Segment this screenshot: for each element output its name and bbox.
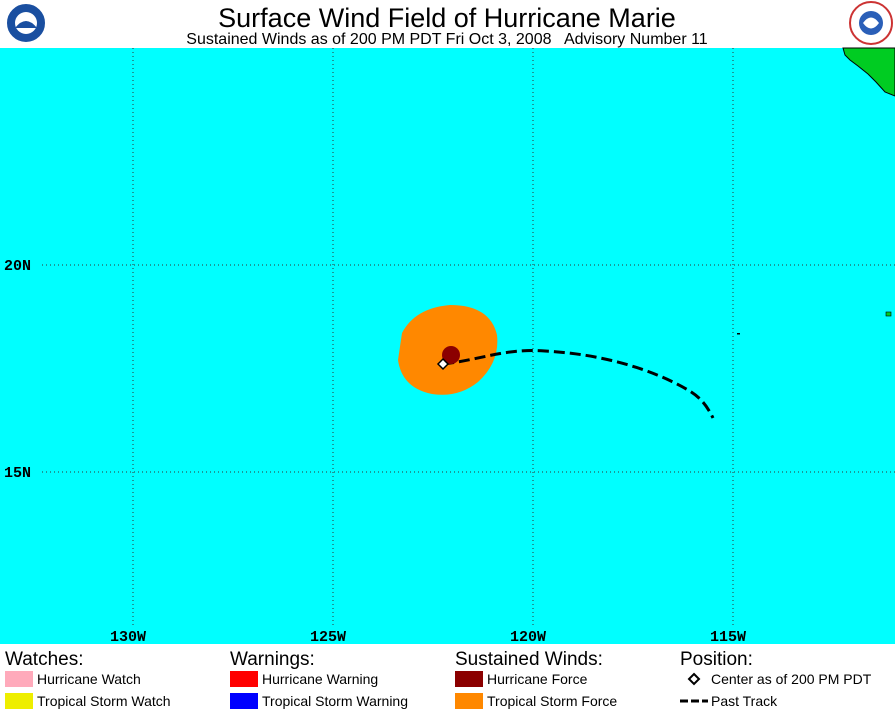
- subtitle: Sustained Winds as of 200 PM PDT Fri Oct…: [186, 31, 708, 48]
- swatch: [455, 671, 483, 687]
- swatch: [455, 693, 483, 709]
- island: [885, 311, 892, 317]
- legend-item: Tropical Storm Warning: [262, 693, 408, 709]
- lon-label: 115W: [710, 629, 746, 646]
- title: Surface Wind Field of Hurricane Marie: [218, 3, 676, 33]
- legend: Watches: Hurricane Watch Tropical Storm …: [5, 649, 872, 709]
- legend-item: Hurricane Watch: [37, 671, 141, 687]
- noaa-logo: [5, 2, 47, 44]
- legend-item: Center as of 200 PM PDT: [711, 671, 872, 687]
- legend-item: Tropical Storm Force: [487, 693, 617, 709]
- swatch: [230, 693, 258, 709]
- legend-heading: Warnings:: [230, 649, 315, 670]
- past-track: [442, 349, 715, 419]
- island: [737, 333, 740, 335]
- hurricane-wind-field: [442, 346, 460, 364]
- swatch: [230, 671, 258, 687]
- legend-heading: Watches:: [5, 649, 84, 670]
- legend-item: Past Track: [711, 693, 778, 709]
- legend-item: Tropical Storm Watch: [37, 693, 171, 709]
- legend-item: Hurricane Force: [487, 671, 588, 687]
- lon-label: 125W: [310, 629, 346, 646]
- legend-heading: Position:: [680, 649, 753, 670]
- lon-label: 130W: [110, 629, 146, 646]
- swatch: [5, 693, 33, 709]
- lat-label: 15N: [4, 465, 31, 482]
- land: [842, 47, 895, 97]
- lat-label: 20N: [4, 258, 31, 275]
- center-symbol: [687, 672, 701, 686]
- lon-label: 120W: [510, 629, 546, 646]
- nws-logo: [849, 1, 893, 45]
- legend-heading: Sustained Winds:: [455, 649, 603, 670]
- swatch: [5, 671, 33, 687]
- storm-center: [436, 357, 450, 371]
- legend-item: Hurricane Warning: [262, 671, 378, 687]
